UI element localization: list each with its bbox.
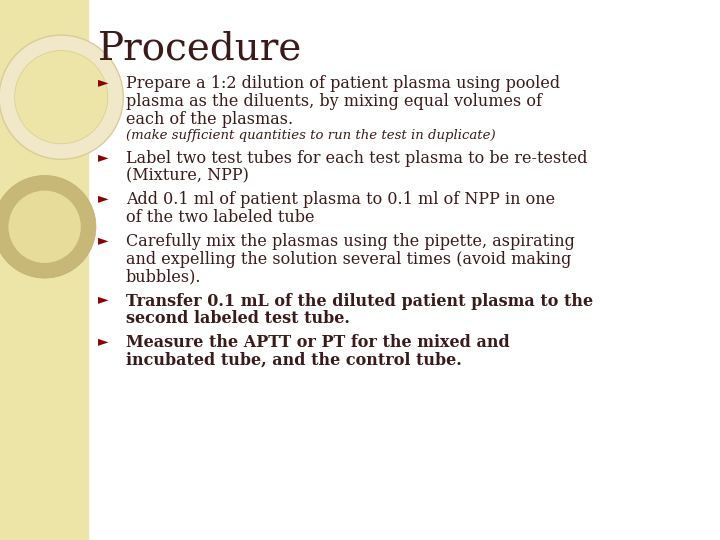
- Text: Carefully mix the plasmas using the pipette, aspirating: Carefully mix the plasmas using the pipe…: [126, 233, 575, 250]
- Text: (Mixture, NPP): (Mixture, NPP): [126, 167, 249, 185]
- Text: each of the plasmas.: each of the plasmas.: [126, 111, 293, 127]
- Text: ►: ►: [98, 191, 109, 205]
- Text: ►: ►: [98, 233, 109, 247]
- Text: of the two labeled tube: of the two labeled tube: [126, 209, 315, 226]
- Circle shape: [14, 51, 108, 144]
- Text: Label two test tubes for each test plasma to be re-tested: Label two test tubes for each test plasm…: [126, 150, 588, 167]
- Text: Procedure: Procedure: [98, 30, 302, 67]
- Text: ►: ►: [98, 150, 109, 164]
- Text: Measure the APTT or PT for the mixed and: Measure the APTT or PT for the mixed and: [126, 334, 510, 351]
- Text: second labeled test tube.: second labeled test tube.: [126, 310, 350, 327]
- Text: (make sufficient quantities to run the test in duplicate): (make sufficient quantities to run the t…: [126, 130, 495, 143]
- Text: bubbles).: bubbles).: [126, 269, 202, 286]
- Bar: [0, 0, 88, 540]
- Text: ►: ►: [98, 75, 109, 89]
- Text: Prepare a 1:2 dilution of patient plasma using pooled: Prepare a 1:2 dilution of patient plasma…: [126, 75, 560, 92]
- Circle shape: [9, 191, 81, 263]
- Circle shape: [0, 35, 123, 159]
- Text: incubated tube, and the control tube.: incubated tube, and the control tube.: [126, 352, 462, 369]
- Text: Add 0.1 ml of patient plasma to 0.1 ml of NPP in one: Add 0.1 ml of patient plasma to 0.1 ml o…: [126, 191, 555, 208]
- Text: ►: ►: [98, 293, 109, 307]
- Text: plasma as the diluents, by mixing equal volumes of: plasma as the diluents, by mixing equal …: [126, 93, 542, 110]
- Circle shape: [0, 176, 96, 278]
- Text: ►: ►: [98, 334, 109, 348]
- Text: and expelling the solution several times (avoid making: and expelling the solution several times…: [126, 251, 572, 268]
- Text: Transfer 0.1 mL of the diluted patient plasma to the: Transfer 0.1 mL of the diluted patient p…: [126, 293, 593, 309]
